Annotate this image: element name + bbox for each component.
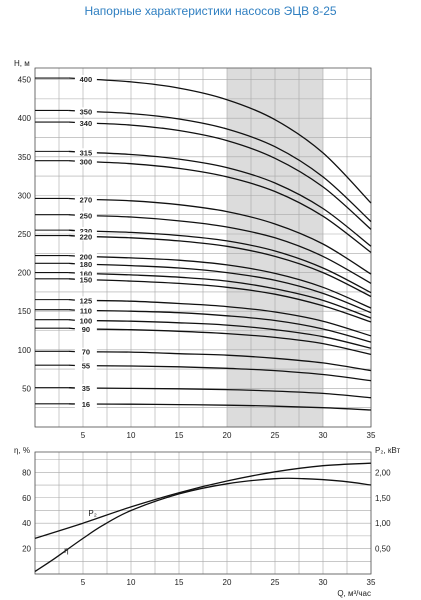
series-label-bg xyxy=(74,269,97,278)
series-label: P₂ xyxy=(88,509,96,518)
x-tick-label: 15 xyxy=(175,431,184,440)
series-label-bg xyxy=(74,118,97,127)
x-tick-label: 15 xyxy=(175,578,184,587)
head-curve-55 xyxy=(68,364,372,382)
x-tick-label: 20 xyxy=(223,431,232,440)
y2-tick-label: 1,50 xyxy=(375,494,391,503)
series-label-bg xyxy=(74,316,97,325)
y-tick-label: 350 xyxy=(18,153,32,162)
y2-tick-label: 0,50 xyxy=(375,545,391,554)
head-curve-90 xyxy=(68,327,372,356)
series-label: 180 xyxy=(80,260,93,269)
series-label: 250 xyxy=(80,212,93,221)
y-axis-label: η, % xyxy=(14,446,30,455)
y2-tick-label: 1,00 xyxy=(375,519,391,528)
y-tick-label: 50 xyxy=(22,384,31,393)
series-label: η xyxy=(64,546,68,555)
series-label: 150 xyxy=(80,276,93,285)
head-curve-220 xyxy=(68,234,372,298)
head-curve-400 xyxy=(68,77,372,204)
x-tick-label: 5 xyxy=(81,578,86,587)
series-label-bg xyxy=(74,384,97,393)
y-tick-label: 250 xyxy=(18,230,32,239)
x-tick-label: 25 xyxy=(271,431,280,440)
series-label: 220 xyxy=(80,232,93,241)
series-label-bg xyxy=(74,195,97,204)
efficiency-plot-frame xyxy=(34,451,372,575)
series-label-bg xyxy=(74,306,97,315)
x-tick-label: 25 xyxy=(271,578,280,587)
series-label-bg xyxy=(74,226,97,235)
y-tick-label: 80 xyxy=(22,468,31,477)
series-label-bg xyxy=(74,361,97,370)
series-label-bg xyxy=(74,324,97,333)
series-label: 110 xyxy=(80,306,92,315)
series-label: 16 xyxy=(82,400,90,409)
series-label: 55 xyxy=(82,362,90,371)
efficiency-power-chart: 20 40 60 80 0,50 1,00 1,50 2,00 5 10 15 20 25 30 35 η, … xyxy=(14,446,400,598)
head-curve-16 xyxy=(68,403,372,411)
x-tick-label: 10 xyxy=(127,578,136,587)
y-axis-label: H, м xyxy=(14,59,30,68)
series-label-bg xyxy=(74,232,97,241)
x-tick-label: 35 xyxy=(367,431,376,440)
series-label: 125 xyxy=(80,296,93,305)
series-label-bg xyxy=(74,260,97,269)
series-label: 35 xyxy=(82,384,90,393)
efficiency-curve xyxy=(34,477,372,573)
series-label: 160 xyxy=(80,269,93,278)
x-tick-label: 10 xyxy=(127,431,136,440)
x-tick-label: 35 xyxy=(367,578,376,587)
series-label: 100 xyxy=(80,317,93,326)
x-tick-label: 20 xyxy=(223,578,232,587)
series-label: 350 xyxy=(80,107,93,116)
y-tick-label: 60 xyxy=(22,494,31,503)
head-plot-frame xyxy=(34,67,372,428)
x-tick-label: 30 xyxy=(319,431,328,440)
series-label: 70 xyxy=(82,348,90,357)
efficiency-grid xyxy=(34,452,372,575)
y-tick-label: 150 xyxy=(18,307,32,316)
y-tick-label: 300 xyxy=(18,191,32,200)
series-label: 230 xyxy=(80,227,93,236)
x-tick-label: 5 xyxy=(81,431,86,440)
x-axis-label: Q, м³/час xyxy=(337,589,371,598)
series-label-bg xyxy=(74,296,97,305)
y2-tick-label: 2,00 xyxy=(375,468,391,477)
series-label-bg xyxy=(74,211,97,220)
head-curve-35 xyxy=(68,386,372,399)
series-label-bg xyxy=(74,347,97,356)
series-label-bg xyxy=(74,74,97,83)
series-label-bg xyxy=(74,400,97,409)
y-tick-label: 40 xyxy=(22,519,31,528)
chart-title: Напорные характеристики насосов ЭЦВ 8-25 xyxy=(84,4,337,18)
series-label-bg xyxy=(74,148,97,157)
power-curve xyxy=(34,462,372,540)
series-label: 200 xyxy=(80,252,93,261)
series-label: 315 xyxy=(80,148,93,157)
series-label-bg xyxy=(74,157,97,166)
series-label: 400 xyxy=(80,75,93,84)
head-curve-230 xyxy=(68,229,372,294)
y2-axis-label: P₂, кВт xyxy=(375,446,400,455)
series-label: 270 xyxy=(80,195,93,204)
x-tick-label: 30 xyxy=(319,578,328,587)
series-label-bg xyxy=(74,252,97,261)
head-curve-300 xyxy=(68,159,372,254)
series-label: 340 xyxy=(80,119,93,128)
series-label: 300 xyxy=(80,158,93,167)
y-tick-label: 200 xyxy=(18,269,32,278)
series-label-bg xyxy=(74,275,97,284)
head-curves-chart: 50 100 150 200 250 300 350 400 450 5 10 15 20 25 30 35 H… xyxy=(14,59,376,440)
y-tick-label: 400 xyxy=(18,114,32,123)
y-tick-label: 100 xyxy=(18,346,32,355)
series-label: 90 xyxy=(82,325,90,334)
y-tick-label: 450 xyxy=(18,76,32,85)
y-tick-label: 20 xyxy=(22,545,31,554)
series-label-bg xyxy=(74,107,97,116)
